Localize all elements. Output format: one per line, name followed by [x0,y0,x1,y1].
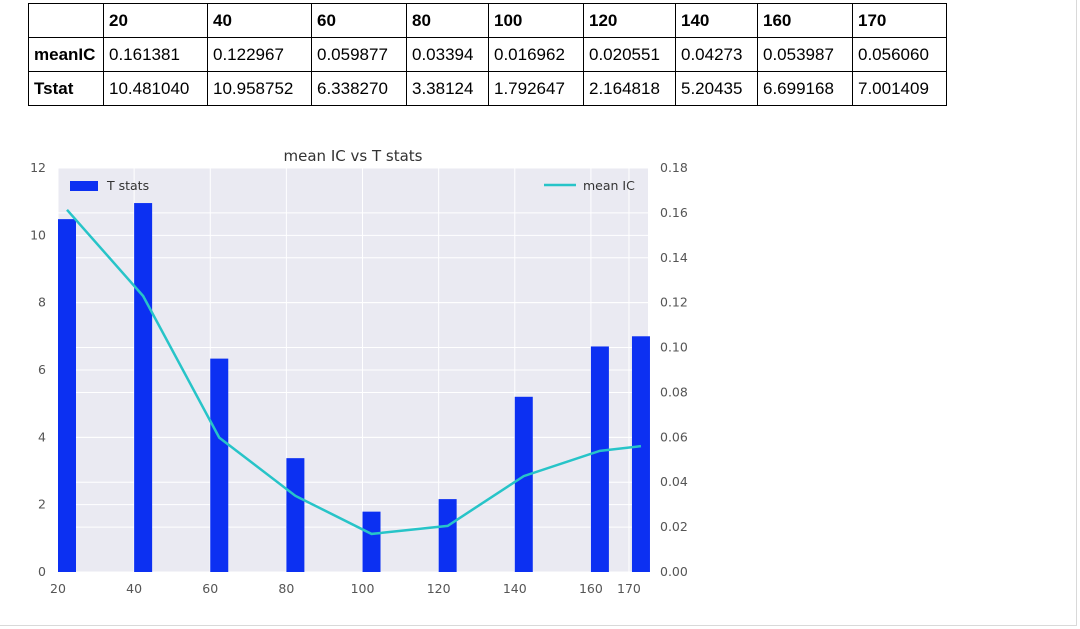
stats-table: 20 40 60 80 100 120 140 160 170 meanIC 0.161381 0.1… [28,3,947,106]
bar [590,346,609,572]
y-left-tick-label: 2 [38,497,46,512]
y-left-tick-label: 10 [30,227,46,242]
bar [134,203,153,572]
column-header [28,3,104,38]
table-cell: 0.053987 [757,37,853,72]
bar [438,499,457,572]
column-header: 60 [311,3,407,38]
bar [58,219,76,573]
table-row: meanIC 0.161381 0.122967 0.059877 0.03394 0.0… [28,37,947,72]
chart-title: mean IC vs T stats [284,147,423,165]
table-cell: 0.161381 [103,37,208,72]
x-tick-label: 40 [126,581,142,596]
row-label: meanIC [28,37,104,72]
table-cell: 0.059877 [311,37,407,72]
y-left-tick-label: 0 [38,564,46,579]
mean-ic-vs-tstats-chart: 20 40 60 80 100 120 140 160 170 0 2 4 6 8 10 12 0.00 0.02… [30,147,688,596]
y-right-tick-label: 0.04 [660,474,688,489]
table-cell: 3.38124 [406,71,489,106]
y-right-tick-label: 0.00 [660,564,688,579]
y-left-tick-label: 8 [38,295,46,310]
table-cell: 1.792647 [488,71,584,106]
table-cell: 7.001409 [852,71,947,106]
x-tick-label: 120 [427,581,451,596]
table-cell: 0.056060 [852,37,947,72]
column-header: 160 [757,3,853,38]
legend-tstats-label: T stats [106,178,149,193]
table-cell: 10.958752 [207,71,312,106]
x-tick-label: 140 [503,581,527,596]
x-tick-label: 170 [617,581,641,596]
bar [210,358,229,572]
x-tick-label: 60 [202,581,218,596]
column-header: 100 [488,3,584,38]
table-cell: 0.016962 [488,37,584,72]
bar [514,396,533,572]
table-cell: 6.699168 [757,71,853,106]
y-right-tick-label: 0.18 [660,160,688,175]
table-cell: 0.03394 [406,37,489,72]
column-header: 20 [103,3,208,38]
table-cell: 0.04273 [675,37,758,72]
table-cell: 5.20435 [675,71,758,106]
y-right-tick-label: 0.12 [660,295,688,310]
row-label: Tstat [28,71,104,106]
x-tick-label: 160 [579,581,603,596]
y-right-tick-label: 0.16 [660,205,688,220]
column-header: 170 [852,3,947,38]
bar [286,458,305,572]
y-left-tick-label: 4 [38,429,46,444]
column-header: 120 [583,3,676,38]
y-right-tick-label: 0.02 [660,519,688,534]
table-cell: 10.481040 [103,71,208,106]
table-header-row: 20 40 60 80 100 120 140 160 170 [28,3,947,38]
column-header: 40 [207,3,312,38]
legend-meanic-label: mean IC [583,178,635,193]
y-right-tick-label: 0.08 [660,384,688,399]
y-left-tick-label: 6 [38,362,46,377]
table-cell: 0.122967 [207,37,312,72]
y-right-tick-label: 0.14 [660,250,688,265]
bar [631,336,650,572]
column-header: 80 [406,3,489,38]
y-right-tick-label: 0.06 [660,429,688,444]
table-cell: 2.164818 [583,71,676,106]
y-right-tick-label: 0.10 [660,340,688,355]
legend-tstats-swatch [70,181,98,191]
x-tick-label: 100 [351,581,375,596]
mean-ic-line [66,208,642,536]
table-cell: 0.020551 [583,37,676,72]
x-tick-label: 80 [278,581,294,596]
column-header: 140 [675,3,758,38]
table-row: Tstat 10.481040 10.958752 6.338270 3.38124 1.… [28,71,947,106]
bar [362,511,381,572]
x-tick-label: 20 [50,581,66,596]
y-left-tick-label: 12 [30,160,46,175]
table-cell: 6.338270 [311,71,407,106]
